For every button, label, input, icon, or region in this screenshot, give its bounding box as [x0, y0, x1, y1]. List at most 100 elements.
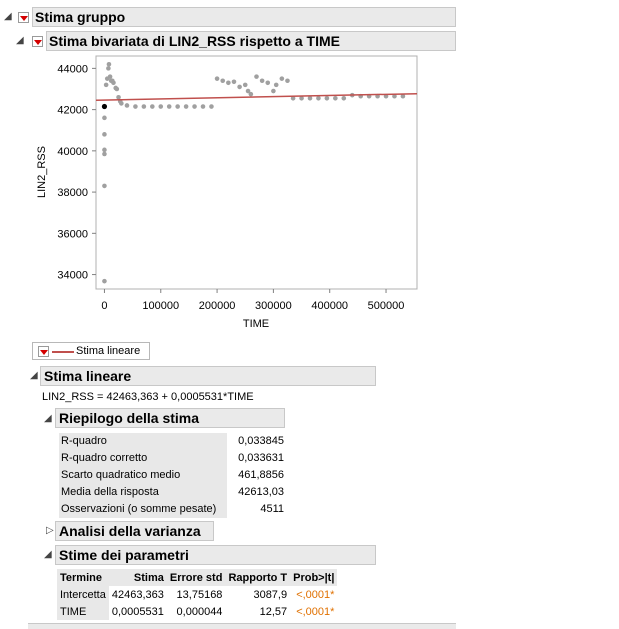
data-point	[220, 78, 226, 84]
data-point	[192, 104, 197, 109]
scatter-plot[interactable]: 34000 36000 38000 40000 42000 44000 0 100000 20…	[0, 52, 460, 336]
legend-menu-icon[interactable]	[38, 346, 49, 357]
data-point	[102, 147, 107, 153]
params-cell: 0,000044	[176, 605, 223, 618]
params-term: TIME	[57, 603, 109, 620]
data-point	[265, 80, 271, 86]
data-point	[307, 95, 313, 101]
params-header[interactable]: Stime dei parametri	[55, 545, 376, 565]
linear-fit-header[interactable]: Stima lineare	[40, 366, 376, 386]
legend-line-swatch	[52, 351, 74, 353]
data-point	[150, 104, 155, 109]
data-point	[299, 95, 304, 101]
data-point	[102, 183, 107, 189]
summary-label: Media della risposta	[59, 484, 227, 501]
params-pvalue: <,0001*	[296, 605, 335, 618]
params-column-header[interactable]: Prob>|t|	[290, 569, 338, 586]
params-pvalue: <,0001*	[296, 588, 335, 601]
x-tick-label: 500000	[368, 300, 405, 312]
data-point	[183, 104, 189, 109]
params-table-row: TIME 0,0005531 0,000044 12,57 <,0001*	[57, 603, 337, 620]
data-point	[245, 88, 251, 94]
data-point	[290, 95, 296, 101]
data-points	[101, 61, 406, 284]
data-point	[111, 80, 116, 86]
x-axis-ticks: 0 100000 200000 300000 400000 500000	[101, 289, 404, 312]
params-table-row: Intercetta 42463,363 13,75168 3087,9 <,0001*	[57, 586, 337, 603]
data-point	[341, 95, 347, 101]
data-point	[248, 91, 254, 97]
group-title: Stima gruppo	[35, 9, 126, 25]
data-point	[259, 78, 265, 84]
summary-value: 42613,03	[238, 486, 284, 498]
expand-triangle-icon[interactable]: ▷	[46, 525, 54, 536]
params-table: Termine Stima Errore std Rapporto T Prob>|t|…	[57, 569, 338, 620]
report-footer-bar	[28, 623, 456, 629]
data-point	[175, 104, 180, 109]
y-tick-label: 38000	[57, 187, 88, 199]
summary-value: 4511	[260, 503, 284, 515]
anova-title: Analisi della varianza	[59, 523, 201, 539]
collapse-triangle-icon[interactable]: ◢	[16, 35, 24, 46]
data-point	[124, 103, 130, 108]
collapse-triangle-icon[interactable]: ◢	[30, 370, 38, 381]
collapse-triangle-icon[interactable]: ◢	[4, 11, 12, 22]
bivariate-menu-icon[interactable]	[32, 36, 43, 47]
plot-frame	[95, 55, 418, 290]
summary-label: Osservazioni (o somme pesate)	[59, 501, 227, 518]
summary-value: 461,8856	[238, 469, 284, 481]
data-point	[237, 84, 242, 90]
data-point	[200, 104, 206, 109]
params-column-header[interactable]: Termine	[57, 569, 109, 586]
params-title: Stime dei parametri	[59, 547, 189, 563]
data-point	[158, 104, 164, 109]
legend-label: Stima lineare	[76, 345, 141, 357]
data-point	[214, 76, 220, 81]
params-cell: 42463,363	[111, 588, 164, 601]
fit-equation: LIN2_RSS = 42463,363 + 0,0005531*TIME	[42, 391, 254, 403]
y-tick-label: 44000	[57, 63, 88, 75]
anova-header[interactable]: Analisi della varianza	[55, 521, 214, 541]
summary-label: Scarto quadratico medio	[59, 467, 227, 484]
summary-value: 0,033845	[238, 435, 284, 447]
legend-box[interactable]: Stima lineare	[32, 342, 150, 360]
params-column-header[interactable]: Stima	[108, 569, 167, 586]
data-point	[102, 151, 107, 157]
data-point	[242, 82, 248, 88]
data-point	[271, 88, 276, 94]
data-point	[279, 76, 285, 81]
x-tick-label: 400000	[311, 300, 348, 312]
x-tick-label: 0	[101, 300, 107, 312]
group-menu-icon[interactable]	[18, 12, 29, 23]
data-point	[102, 278, 107, 284]
data-point	[107, 74, 113, 79]
selected-data-point	[101, 103, 108, 110]
bivariate-header[interactable]: Stima bivariata di LIN2_RSS rispetto a T…	[46, 31, 456, 51]
data-point	[209, 104, 214, 109]
x-axis-label: TIME	[243, 318, 269, 330]
collapse-triangle-icon[interactable]: ◢	[44, 413, 52, 424]
summary-header[interactable]: Riepilogo della stima	[55, 408, 285, 428]
data-point	[106, 66, 111, 71]
bivariate-title: Stima bivariata di LIN2_RSS rispetto a T…	[49, 33, 340, 49]
data-point	[333, 95, 338, 101]
collapse-triangle-icon[interactable]: ◢	[44, 549, 52, 560]
data-point	[400, 93, 406, 99]
params-column-header[interactable]: Errore std	[166, 569, 226, 586]
data-point	[166, 104, 172, 109]
x-tick-label: 300000	[255, 300, 292, 312]
data-point	[119, 101, 124, 106]
data-point	[103, 82, 109, 88]
data-point	[254, 74, 259, 79]
data-point	[106, 61, 112, 67]
params-column-header[interactable]: Rapporto T	[225, 569, 291, 586]
params-cell: 3087,9	[253, 588, 288, 601]
y-tick-label: 40000	[57, 146, 88, 158]
x-tick-label: 100000	[142, 300, 179, 312]
params-cell: 12,57	[259, 605, 288, 618]
data-point	[116, 94, 121, 100]
group-header[interactable]: Stima gruppo	[32, 7, 456, 27]
y-axis-label: LIN2_RSS	[36, 146, 48, 198]
data-point	[133, 104, 138, 109]
data-point	[392, 93, 397, 99]
